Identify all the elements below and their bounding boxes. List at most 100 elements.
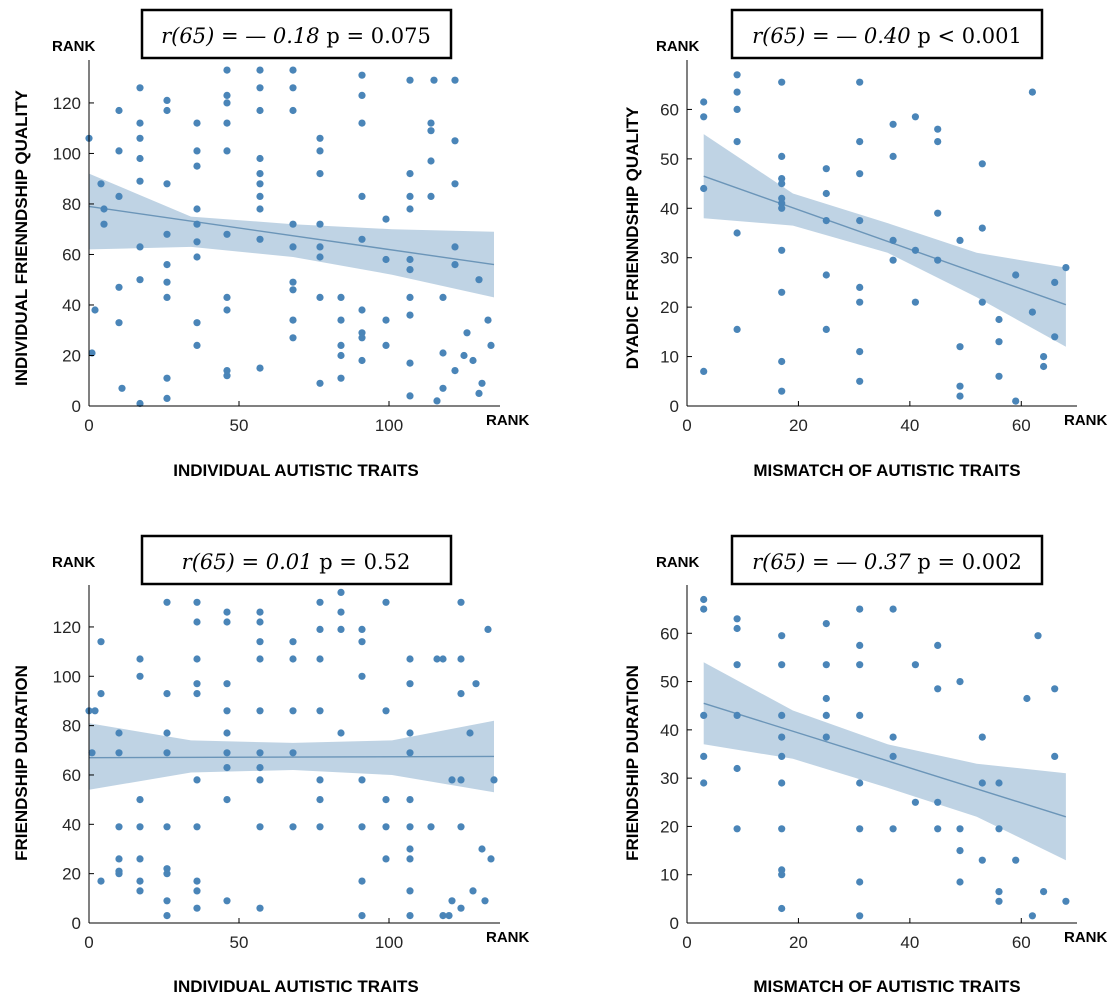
data-point (358, 638, 366, 646)
data-point (856, 661, 864, 669)
data-point (193, 598, 201, 606)
data-point (100, 205, 108, 213)
data-point (478, 845, 486, 853)
data-point (934, 641, 942, 650)
data-point (163, 690, 171, 698)
data-point (484, 316, 492, 324)
data-point (451, 261, 459, 269)
data-point (337, 316, 345, 324)
data-point (995, 338, 1003, 346)
y-tick-label: 80 (62, 717, 81, 736)
data-point (136, 655, 144, 663)
data-point (193, 690, 201, 698)
data-point (256, 205, 264, 213)
data-point (856, 78, 864, 86)
data-point (163, 823, 171, 831)
data-point (778, 779, 786, 787)
x-tick-label: 60 (1012, 416, 1031, 435)
data-point (778, 661, 786, 669)
data-point (163, 230, 171, 238)
data-point (223, 764, 231, 772)
data-point (223, 230, 231, 238)
data-point (911, 798, 920, 806)
data-point (856, 377, 864, 385)
data-point (911, 298, 920, 306)
data-point (256, 154, 264, 163)
data-point (358, 91, 366, 99)
data-point (778, 387, 786, 395)
data-point (256, 749, 264, 757)
data-point (778, 632, 786, 640)
plot-area: 0 50 100 0 20 40 60 80 100 120 (53, 60, 500, 435)
stat-text: r(65) = — 0.18 p = 0.075 (161, 24, 431, 48)
data-point (358, 823, 366, 831)
data-point (856, 217, 864, 225)
data-point (358, 776, 366, 784)
y-axis-title: DYADIC FRIENNDSHIP QUALITY (623, 106, 642, 369)
data-point (1028, 88, 1036, 96)
data-point (451, 180, 459, 188)
data-point (193, 220, 201, 228)
panel-friendship-duration-individual: r(65) = 0.01 p = 0.52 RANK RANK INDIVIDU… (12, 534, 529, 996)
data-point (337, 588, 345, 597)
data-point (856, 912, 864, 920)
data-point (1028, 912, 1036, 920)
x-tick-label: 40 (900, 933, 919, 952)
data-point (457, 776, 465, 784)
data-point (472, 680, 480, 688)
y-axis-title: FRIENDSHIP DURATION (12, 665, 31, 861)
data-point (136, 823, 144, 831)
y-axis-title: INDIVIDUAL FRIENNDSHIP QUALITY (12, 89, 31, 386)
x-rank-label: RANK (486, 412, 529, 429)
y-tick-label: 30 (660, 769, 679, 788)
y-rank-label: RANK (656, 554, 699, 571)
y-tick-label: 60 (660, 100, 679, 119)
data-point (223, 293, 231, 301)
data-point (193, 776, 201, 784)
data-point (97, 180, 105, 188)
y-rank-label: RANK (656, 38, 699, 55)
data-point (382, 316, 390, 324)
data-point (193, 655, 201, 663)
data-point (223, 608, 231, 616)
data-point (856, 779, 864, 787)
data-point (934, 825, 942, 833)
data-point (256, 235, 264, 243)
regression-line (703, 702, 1067, 818)
data-point (115, 319, 123, 327)
stat-rdf: r(65) = — 0.18 (161, 24, 326, 48)
data-point (88, 749, 96, 757)
data-point (778, 752, 786, 761)
data-point (406, 796, 414, 804)
y-axis-title: FRIENDSHIP DURATION (623, 665, 642, 861)
data-point (163, 729, 171, 737)
data-point (97, 638, 105, 646)
data-point (427, 119, 435, 127)
data-point (193, 823, 201, 831)
data-point (934, 125, 942, 133)
x-tick-label: 100 (375, 416, 403, 435)
data-point (439, 655, 447, 663)
y-tick-label: 40 (660, 721, 679, 740)
data-point (223, 749, 231, 757)
data-point (337, 374, 345, 382)
data-point (448, 897, 456, 905)
data-point (256, 608, 264, 616)
data-point (193, 205, 201, 213)
data-point (256, 106, 264, 115)
data-point (136, 243, 144, 251)
data-point (733, 764, 741, 773)
data-point (316, 293, 324, 301)
data-point (856, 170, 864, 178)
data-point (406, 912, 414, 920)
data-point (934, 798, 942, 806)
data-point (316, 134, 324, 142)
stat-rdf: r(65) = — 0.37 (752, 550, 917, 574)
y-tick-label: 30 (660, 249, 679, 268)
y-tick-label: 120 (53, 618, 81, 637)
data-point (406, 255, 414, 264)
data-point (289, 286, 297, 294)
data-point (163, 96, 171, 104)
data-point (487, 855, 495, 863)
data-point (889, 256, 897, 264)
